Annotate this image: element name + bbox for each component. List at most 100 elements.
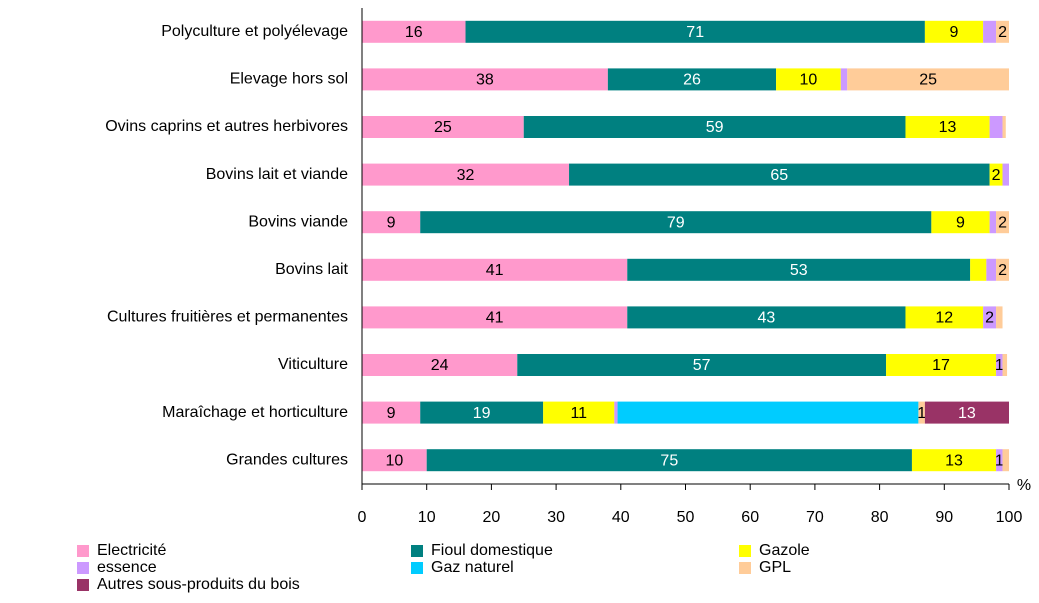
bar-segment xyxy=(989,163,1003,186)
x-axis-label: % xyxy=(1017,477,1031,494)
legend-label: GPL xyxy=(759,559,791,576)
bar-segment xyxy=(362,401,421,424)
data-label: 19 xyxy=(473,405,491,422)
bar-segment xyxy=(996,211,1009,234)
legend-swatch xyxy=(77,545,89,557)
data-label: 2 xyxy=(985,310,994,327)
legend-swatch xyxy=(77,562,89,574)
data-label: 41 xyxy=(486,262,504,279)
x-tick-label: 80 xyxy=(871,509,889,526)
data-label: 75 xyxy=(660,452,678,469)
bar-segment xyxy=(362,449,427,472)
data-label: 13 xyxy=(939,119,957,136)
legend-swatch xyxy=(77,579,89,591)
bar-segment xyxy=(931,211,990,234)
legend-label: essence xyxy=(97,559,157,576)
legend-swatch xyxy=(411,562,423,574)
y-tick-label: Elevage hors sol xyxy=(230,71,348,88)
data-label: 9 xyxy=(956,214,965,231)
data-label: 13 xyxy=(945,452,963,469)
legend-label: Gazole xyxy=(759,542,810,559)
bar-segment xyxy=(983,306,997,329)
bar-segment xyxy=(905,306,984,329)
x-tick-label: 40 xyxy=(612,509,630,526)
x-tick-label: 20 xyxy=(483,509,501,526)
data-label: 1 xyxy=(995,452,1004,469)
bar-segment xyxy=(1002,449,1009,472)
y-tick-label: Viticulture xyxy=(278,356,348,373)
data-label: 43 xyxy=(757,310,775,327)
x-tick-label: 10 xyxy=(418,509,436,526)
x-tick-label: 60 xyxy=(741,509,759,526)
bar-segment xyxy=(362,68,608,91)
bar-segment xyxy=(362,20,466,43)
bar-segment xyxy=(996,354,1003,376)
legend-swatch xyxy=(739,545,751,557)
bar-segment xyxy=(996,258,1009,281)
y-tick-label: Grandes cultures xyxy=(226,451,348,468)
data-label: 13 xyxy=(958,405,976,422)
data-label: 2 xyxy=(998,262,1007,279)
bar-segment xyxy=(617,401,919,424)
bar-segment xyxy=(362,354,518,376)
y-tick-label: Polyculture et polyélevage xyxy=(161,23,348,40)
bar-segment xyxy=(627,306,906,329)
bar-segment xyxy=(465,20,925,43)
data-label: 11 xyxy=(570,405,587,422)
x-tick-label: 100 xyxy=(996,509,1023,526)
bar-segment xyxy=(362,116,524,138)
bar-segment xyxy=(886,354,997,376)
data-label: 9 xyxy=(387,214,396,231)
bar-segment xyxy=(776,68,841,91)
data-label: 17 xyxy=(932,357,950,374)
bar-segment xyxy=(996,20,1009,43)
bar-segment xyxy=(362,163,570,186)
data-label: 12 xyxy=(935,310,953,327)
x-tick-label: 50 xyxy=(677,509,695,526)
data-label: 9 xyxy=(387,405,396,422)
data-label: 9 xyxy=(950,24,959,41)
x-tick-label: 0 xyxy=(358,509,367,526)
y-tick-label: Ovins caprins et autres herbivores xyxy=(105,118,348,135)
y-tick-label: Bovins viande xyxy=(248,213,348,230)
bar-segment xyxy=(614,401,618,424)
x-tick-label: 70 xyxy=(806,509,824,526)
bar-segment xyxy=(1002,116,1006,138)
bar-segment xyxy=(362,211,421,234)
legend-label: Fioul domestique xyxy=(431,542,553,559)
bar-segment xyxy=(924,401,1009,424)
bar-segment xyxy=(989,211,997,234)
data-label: 57 xyxy=(693,357,711,374)
bar-segment xyxy=(905,116,990,138)
data-label: 10 xyxy=(385,452,403,469)
data-label: 25 xyxy=(434,119,452,136)
data-label: 1 xyxy=(917,405,926,422)
bar-segment xyxy=(989,116,1003,138)
data-label: 71 xyxy=(686,24,704,41)
bar-segment xyxy=(362,306,628,329)
x-tick-label: 30 xyxy=(547,509,565,526)
bar-segment xyxy=(362,258,628,281)
bar-segment xyxy=(840,68,848,91)
y-tick-label: Bovins lait et viande xyxy=(206,166,348,183)
data-label: 53 xyxy=(790,262,808,279)
bar-segment xyxy=(986,258,997,281)
legend-swatch xyxy=(411,545,423,557)
data-label: 1 xyxy=(995,357,1004,374)
data-label: 24 xyxy=(431,357,449,374)
bar-segment xyxy=(996,449,1003,472)
bar-segment xyxy=(911,449,997,472)
bar-segment xyxy=(569,163,990,186)
y-tick-label: Bovins lait xyxy=(275,261,348,278)
data-label: 65 xyxy=(770,167,788,184)
bar-segment xyxy=(924,20,984,43)
data-label: 79 xyxy=(667,214,685,231)
legend-label: Autres sous-produits du bois xyxy=(97,576,300,593)
y-tick-label: Maraîchage et horticulture xyxy=(162,404,348,421)
data-label: 38 xyxy=(476,72,494,89)
legend-label: Gaz naturel xyxy=(431,559,514,576)
bar-segment xyxy=(627,258,971,281)
data-label: 16 xyxy=(405,24,423,41)
bar-segment xyxy=(523,116,906,138)
